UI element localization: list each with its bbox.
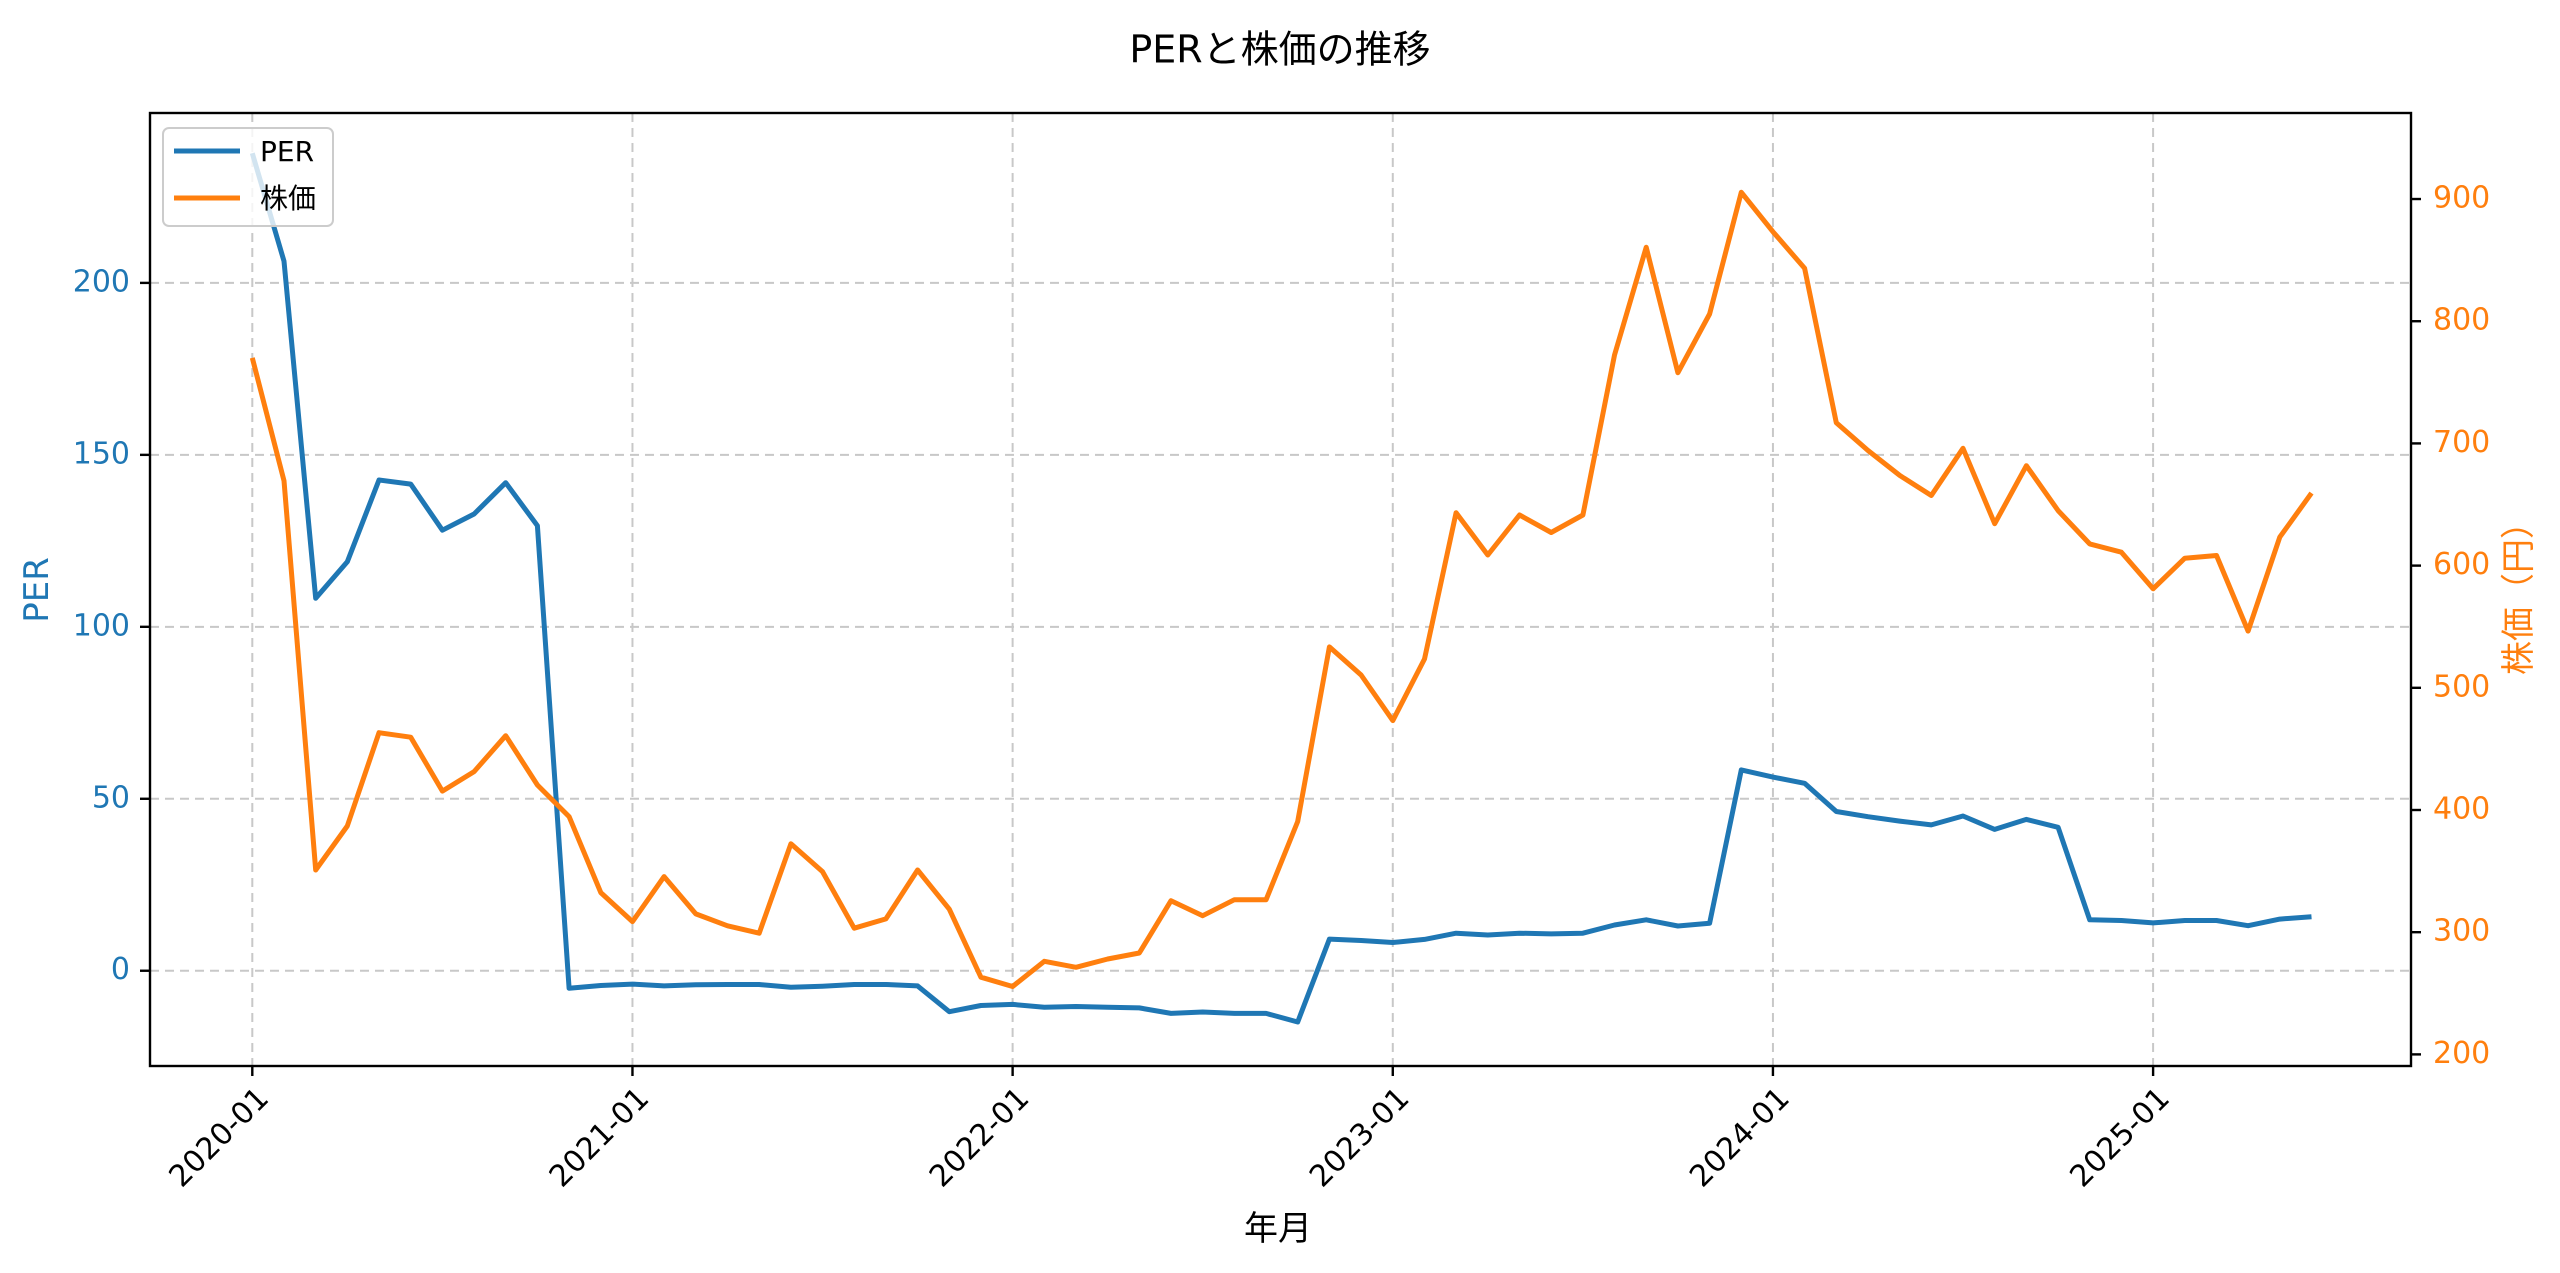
- x-axis-label: 年月: [1244, 1209, 1312, 1249]
- axes-frame: [148, 111, 2413, 1068]
- right-tick-label: 600: [2433, 547, 2490, 582]
- right-tick-label: 400: [2433, 792, 2490, 827]
- plot-series: [249, 152, 2314, 1025]
- left-tick-label: 50: [92, 780, 130, 815]
- right-tick-label: 900: [2433, 181, 2490, 216]
- right-y-axis-label: 株価（円）: [2499, 505, 2539, 675]
- right-tick-label: 800: [2433, 303, 2490, 338]
- chart-title: PERと株価の推移: [1129, 28, 1430, 72]
- legend-price-label: 株価: [260, 182, 316, 215]
- left-tick-label: 200: [73, 264, 130, 299]
- right-tick-label: 300: [2433, 914, 2490, 949]
- right-tick-label: 700: [2433, 425, 2490, 460]
- legend-per-label: PER: [260, 135, 314, 168]
- right-tick-label: 500: [2433, 669, 2490, 704]
- series-line-per: [249, 152, 2312, 1025]
- left-tick-label: 0: [111, 952, 130, 987]
- left-tick-label: 150: [73, 436, 130, 471]
- legend: PER 株価: [162, 127, 334, 227]
- left-y-axis-label: PER: [17, 557, 57, 623]
- right-y-axis-ticks: 200 300 400 500 600 700 800 900: [2411, 181, 2490, 1071]
- grid-lines: [150, 113, 2411, 1066]
- left-y-axis-ticks: 0 50 100 150 200: [73, 264, 150, 987]
- left-tick-label: 100: [73, 608, 130, 643]
- right-tick-label: 200: [2433, 1036, 2490, 1071]
- series-line-price: [249, 189, 2314, 989]
